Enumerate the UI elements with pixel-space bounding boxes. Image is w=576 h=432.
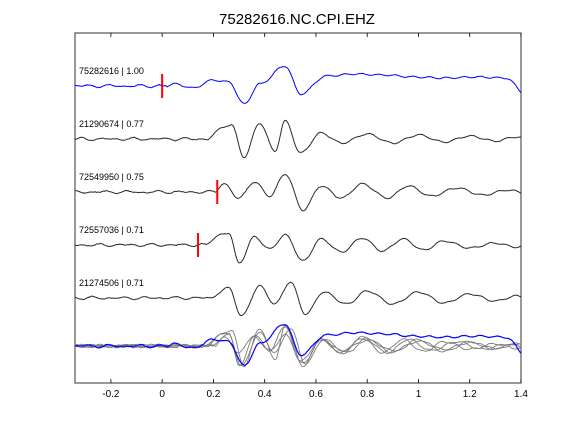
stack-waveform — [74, 333, 522, 366]
x-axis: -0.2 0 0.2 0.4 0.6 0.8 1 1.2 1.4 — [102, 33, 528, 400]
trace-waveform — [74, 66, 522, 104]
x-tick-label: 0.4 — [258, 389, 272, 400]
trace-label: 21274506 | 0.71 — [79, 278, 144, 288]
trace-label: 75282616 | 1.00 — [79, 66, 144, 76]
x-tick-label: 0.6 — [309, 389, 323, 400]
trace-waveform — [74, 281, 522, 317]
trace-group: 75282616 | 1.00 21290674 | 0.77 72549950 |… — [74, 66, 522, 317]
trace-label: 72549950 | 0.75 — [79, 172, 144, 182]
trace-label: 72557036 | 0.71 — [79, 225, 144, 235]
x-tick-label: 0.8 — [360, 389, 374, 400]
x-tick-label: 0 — [159, 389, 165, 400]
trace-waveform — [74, 174, 522, 212]
plot-frame — [74, 32, 522, 384]
x-tick-label: 0.2 — [206, 389, 220, 400]
x-tick-label: 1.4 — [514, 389, 528, 400]
x-tick-label: 1 — [416, 389, 422, 400]
stack-waveform — [74, 324, 522, 366]
trace-waveform — [74, 232, 522, 264]
chart-title: 75282616.NC.CPI.EHZ — [219, 11, 375, 28]
x-tick-label: 1.2 — [463, 389, 477, 400]
x-tick-label: -0.2 — [102, 389, 120, 400]
stack-waveform — [75, 324, 521, 368]
overlay-stack — [74, 324, 522, 368]
trace-waveform — [74, 119, 522, 159]
trace-label: 21290674 | 0.77 — [79, 119, 144, 129]
